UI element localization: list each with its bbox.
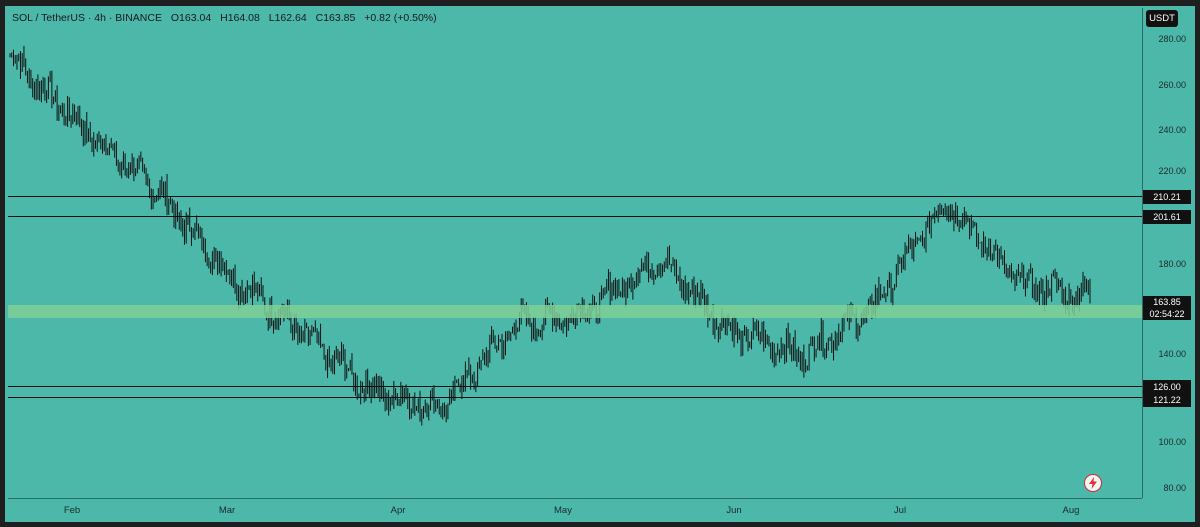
- symbol-header: SOL / TetherUS · 4h · BINANCE O163.04 H1…: [12, 12, 443, 24]
- price-tick: 220.00: [1158, 166, 1186, 176]
- support-line-2[interactable]: [8, 397, 1142, 398]
- time-tick-apr: Apr: [390, 505, 406, 516]
- price-tick: 260.00: [1158, 80, 1186, 90]
- change-value: +0.82 (+0.50%): [364, 12, 437, 24]
- level-label-2: 201.61: [1143, 210, 1191, 224]
- resistance-line-2[interactable]: [8, 216, 1142, 217]
- current-price-label: 163.85 02:54:22: [1143, 296, 1191, 320]
- price-tick: 80.00: [1163, 483, 1186, 493]
- time-tick-feb: Feb: [63, 505, 81, 516]
- currency-button[interactable]: USDT: [1146, 10, 1178, 27]
- current-price: 163.85: [1153, 297, 1181, 307]
- time-tick-aug: Aug: [1062, 505, 1080, 516]
- time-tick-jun: Jun: [726, 505, 742, 516]
- low-value: L162.64: [268, 12, 307, 24]
- resistance-line-1[interactable]: [8, 196, 1142, 197]
- price-tick: 100.00: [1158, 437, 1186, 447]
- lightning-icon[interactable]: [1084, 474, 1102, 492]
- price-tick: 140.00: [1158, 349, 1186, 359]
- price-axis[interactable]: 280.00 260.00 240.00 220.00 180.00 140.0…: [1142, 8, 1196, 498]
- support-line-1[interactable]: [8, 386, 1142, 387]
- price-tick: 280.00: [1158, 34, 1186, 44]
- time-tick-jul: Jul: [893, 505, 907, 516]
- symbol-label[interactable]: SOL / TetherUS · 4h · BINANCE: [12, 12, 162, 24]
- bar-countdown: 02:54:22: [1149, 309, 1185, 319]
- price-tick: 180.00: [1158, 259, 1186, 269]
- time-axis[interactable]: Feb Mar Apr May Jun Jul Aug: [8, 498, 1142, 521]
- close-value: C163.85: [315, 12, 356, 24]
- highlight-zone[interactable]: [8, 305, 1142, 318]
- open-value: O163.04: [170, 12, 212, 24]
- high-value: H164.08: [220, 12, 260, 24]
- level-label-3: 126.00: [1143, 380, 1191, 394]
- price-tick: 240.00: [1158, 125, 1186, 135]
- level-label-4: 121.22: [1143, 393, 1191, 407]
- level-label-1: 210.21: [1143, 190, 1191, 204]
- time-tick-may: May: [554, 505, 572, 516]
- time-tick-mar: Mar: [218, 505, 236, 516]
